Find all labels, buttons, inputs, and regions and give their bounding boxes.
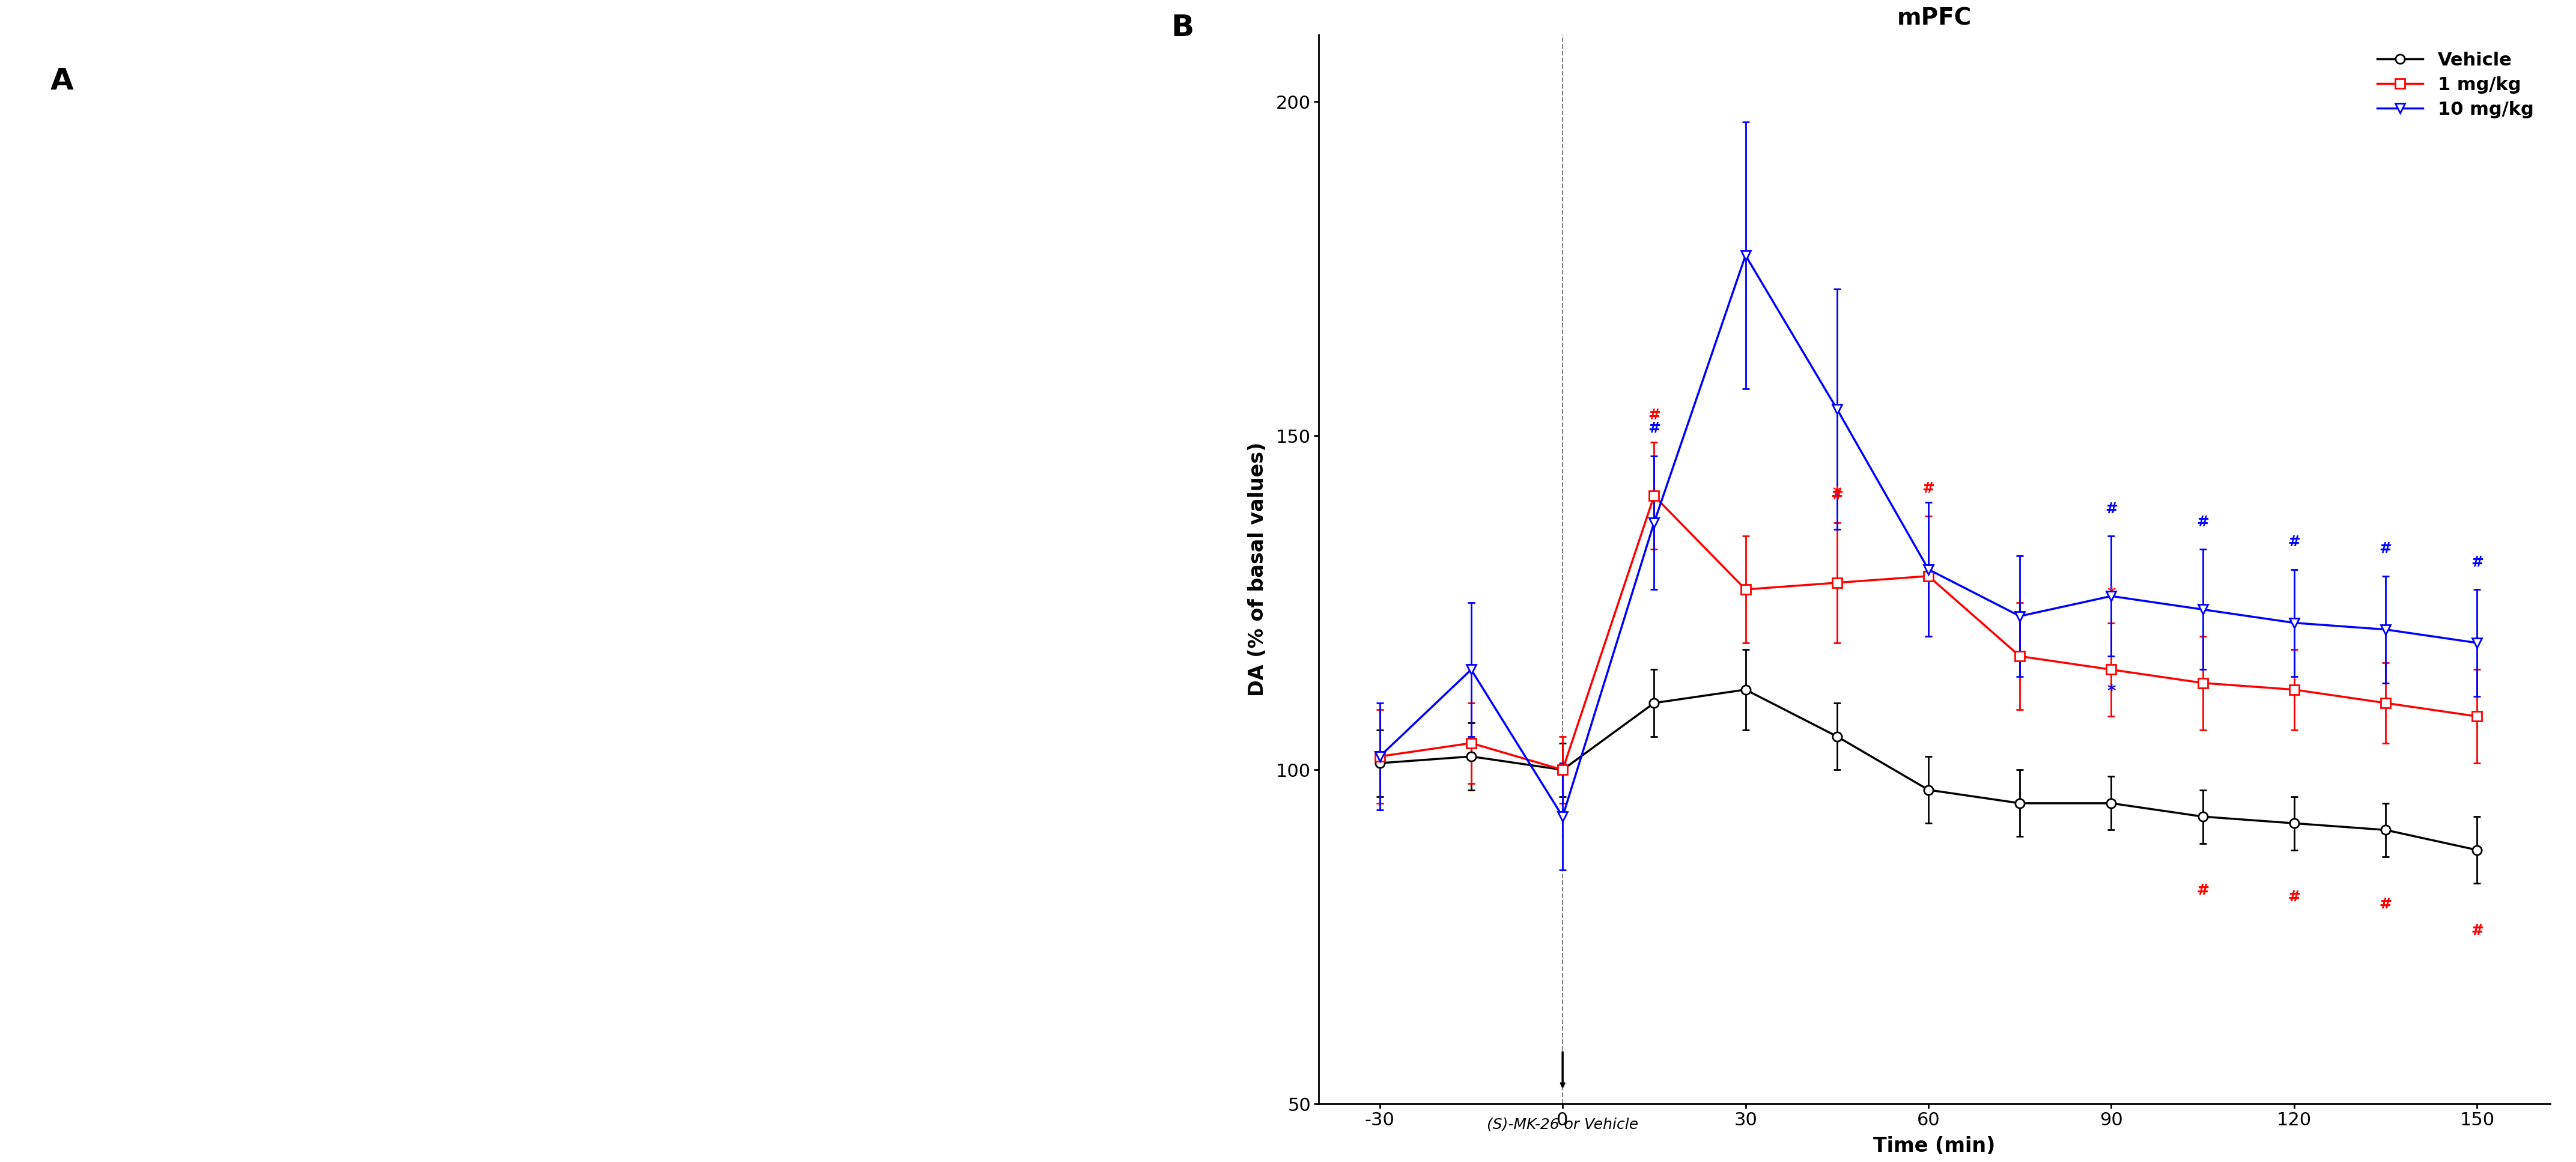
- Text: #: #: [2197, 883, 2210, 898]
- Text: #: #: [1649, 422, 1662, 436]
- Text: #: #: [1922, 481, 1935, 496]
- Text: #: #: [2287, 535, 2300, 550]
- Text: A: A: [52, 67, 75, 95]
- X-axis label: Time (min): Time (min): [1873, 1136, 1996, 1156]
- Text: (S)-MK-26 or Vehicle: (S)-MK-26 or Vehicle: [1486, 1117, 1638, 1132]
- Text: #: #: [1649, 408, 1662, 422]
- Text: #: #: [2470, 924, 2483, 938]
- Title: mPFC: mPFC: [1896, 7, 1971, 30]
- Text: #: #: [2287, 890, 2300, 904]
- Text: #: #: [2470, 555, 2483, 569]
- Text: #: #: [2197, 515, 2210, 529]
- Text: #: #: [2380, 897, 2393, 911]
- Text: #: #: [2380, 897, 2393, 911]
- Text: #: #: [2380, 541, 2393, 555]
- Text: *: *: [2107, 683, 2115, 700]
- Text: B: B: [1172, 14, 1193, 42]
- Text: #: #: [2105, 502, 2117, 516]
- Text: #: #: [2197, 883, 2210, 898]
- Text: #: #: [1832, 488, 1844, 502]
- Text: *: *: [1832, 486, 1842, 502]
- Y-axis label: DA (% of basal values): DA (% of basal values): [1247, 443, 1267, 696]
- Text: #: #: [2470, 924, 2483, 938]
- Text: #: #: [2287, 890, 2300, 904]
- Legend: Vehicle, 1 mg/kg, 10 mg/kg: Vehicle, 1 mg/kg, 10 mg/kg: [2370, 44, 2540, 125]
- Text: *: *: [2107, 586, 2115, 603]
